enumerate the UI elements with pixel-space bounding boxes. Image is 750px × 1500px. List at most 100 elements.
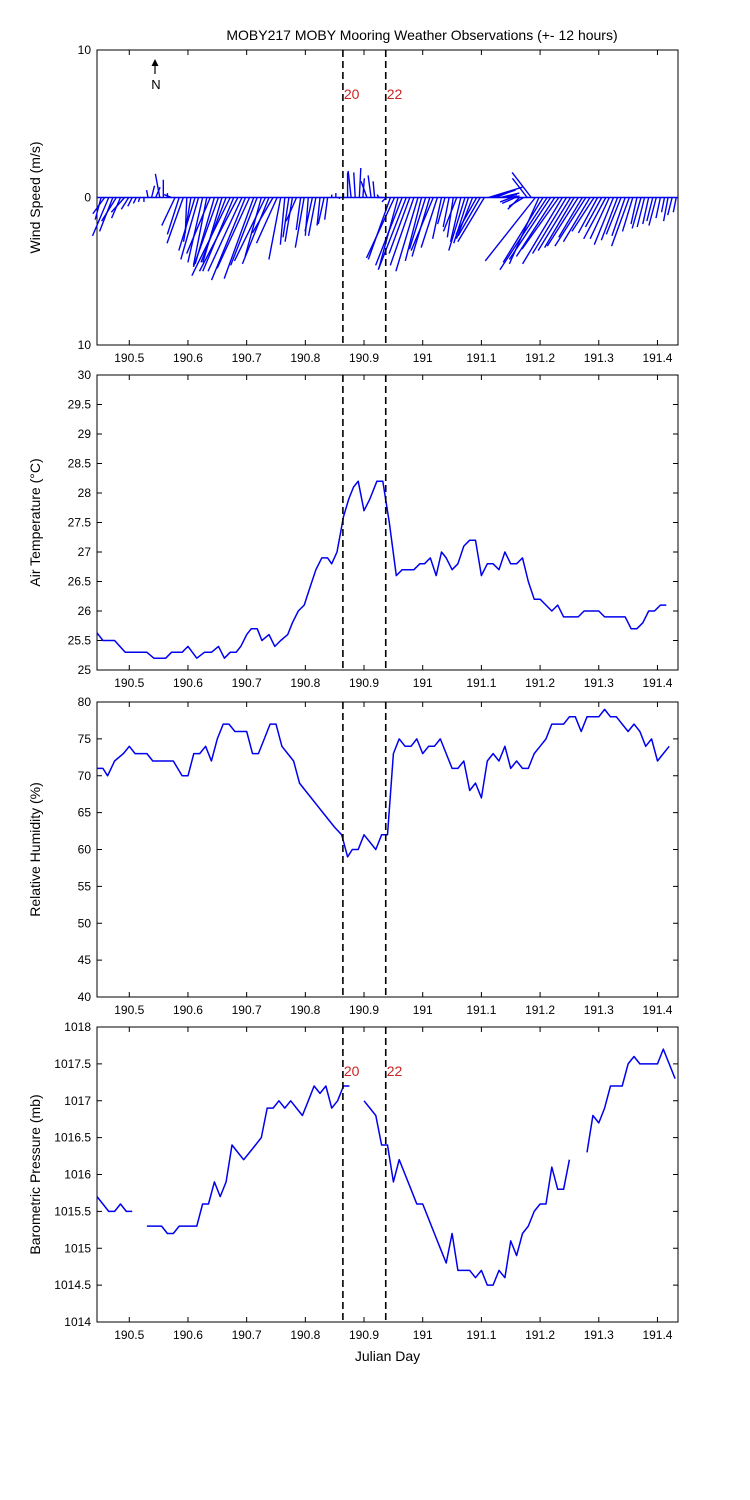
wind-vector — [251, 197, 274, 234]
wind-vector — [150, 185, 156, 198]
wind-vector — [503, 193, 518, 199]
x-tick-label: 190.8 — [290, 1003, 320, 1017]
wind-vector — [648, 197, 657, 226]
series-line — [96, 480, 667, 659]
y-tick-label: 50 — [78, 916, 92, 930]
wind-vector — [546, 197, 579, 247]
x-tick-label: 190.8 — [290, 1328, 320, 1342]
wind-vector — [316, 197, 321, 226]
x-tick-label: 191.2 — [525, 676, 555, 690]
wind-vector — [436, 197, 446, 225]
y-tick-label: 60 — [78, 843, 92, 857]
y-axis-label: Wind Speed (m/s) — [27, 141, 43, 253]
wind-vector — [621, 197, 634, 232]
wind-vector — [630, 197, 638, 225]
wind-vector — [521, 197, 563, 265]
x-tick-label: 191.1 — [466, 351, 496, 365]
y-tick-label: 1017 — [64, 1094, 91, 1108]
wind-vector — [600, 197, 619, 241]
series-line — [363, 1100, 571, 1286]
y-tick-label: 25.5 — [68, 634, 92, 648]
wind-vector — [605, 197, 622, 235]
wind-vector — [233, 197, 267, 262]
wind-vector — [365, 197, 396, 259]
wind-vector — [358, 167, 362, 198]
wind-vector — [453, 197, 470, 244]
wind-vector — [191, 197, 231, 276]
series-line — [146, 1085, 350, 1235]
wind-vector — [672, 197, 677, 213]
x-tick-label: 190.8 — [290, 351, 320, 365]
x-tick-label: 191 — [413, 676, 433, 690]
y-tick-label: 26 — [78, 604, 92, 618]
x-tick-label: 191.4 — [642, 1328, 672, 1342]
wind-vector — [353, 172, 356, 198]
panel-air_temperature: 190.5 190.6 190.7 190.8 190.9 191 191.1 191.2 19… — [27, 368, 679, 690]
wind-vector — [180, 197, 200, 260]
wind-vector — [154, 173, 161, 198]
wind-vector — [374, 197, 403, 266]
wind-vector — [223, 197, 255, 279]
wind-vector — [284, 197, 294, 242]
x-tick-label: 191 — [413, 1003, 433, 1017]
wind-vector — [502, 197, 544, 263]
wind-vector — [285, 197, 298, 222]
y-tick-label: 1014.5 — [54, 1278, 91, 1292]
wind-vector — [282, 197, 290, 238]
wind-vector — [268, 197, 282, 260]
wind-vector — [404, 197, 423, 262]
wind-vector — [323, 197, 329, 220]
x-tick-label: 190.7 — [232, 1328, 262, 1342]
x-tick-label: 191.3 — [584, 351, 614, 365]
wind-vector — [521, 197, 560, 250]
wind-vector — [230, 197, 258, 266]
wind-vector — [610, 197, 630, 247]
wind-vector — [101, 197, 117, 222]
y-tick-label: 40 — [78, 990, 92, 1004]
x-tick-label: 190.7 — [232, 676, 262, 690]
wind-vector — [646, 197, 654, 222]
y-tick-label: 26.5 — [68, 575, 92, 589]
wind-vector — [294, 197, 305, 248]
wind-vector — [241, 197, 270, 265]
wind-vector — [178, 197, 196, 251]
y-tick-label: 55 — [78, 879, 92, 893]
wind-vector — [583, 197, 607, 240]
wind-vector — [507, 195, 520, 199]
wind-vector — [408, 197, 427, 250]
wind-vector — [457, 197, 481, 237]
panel-wind: 190.5 190.6 190.7 190.8 190.9 191 191.1 191.2 19… — [27, 43, 679, 365]
y-axis-label: Air Temperature (°C) — [27, 458, 43, 586]
y-tick-label: 29.5 — [68, 398, 92, 412]
wind-vector — [372, 181, 376, 198]
wind-vector — [132, 197, 137, 204]
x-tick-label: 191 — [413, 1328, 433, 1342]
wind-vector — [389, 197, 415, 266]
wind-vector — [120, 197, 130, 210]
marker-label: 20 — [344, 1063, 360, 1079]
wind-vector — [145, 189, 149, 198]
wind-vector — [410, 197, 434, 251]
x-tick-label: 191.2 — [525, 1003, 555, 1017]
y-tick-label: 28.5 — [68, 457, 92, 471]
x-tick-label: 191.4 — [642, 351, 672, 365]
y-tick-label: 1017.5 — [54, 1057, 91, 1071]
wind-vector — [499, 196, 513, 203]
wind-vector — [395, 197, 419, 272]
x-tick-label: 191.3 — [584, 676, 614, 690]
series-line — [97, 708, 670, 858]
wind-vector — [216, 197, 251, 269]
wind-vector — [611, 197, 626, 237]
wind-vector — [187, 197, 204, 263]
y-tick-label: 30 — [78, 368, 92, 382]
y-tick-label: 29 — [78, 427, 92, 441]
wind-vector — [662, 197, 669, 222]
x-tick-label: 190.9 — [349, 1003, 379, 1017]
wind-vector — [367, 175, 372, 198]
x-tick-label: 191.3 — [584, 1328, 614, 1342]
wind-vector — [198, 197, 239, 272]
y-tick-label: 1018 — [64, 1020, 91, 1034]
chart-panels: 190.5 190.6 190.7 190.8 190.9 191 191.1 191.2 19… — [27, 43, 679, 1364]
x-tick-label: 190.8 — [290, 676, 320, 690]
wind-vector — [210, 197, 247, 281]
